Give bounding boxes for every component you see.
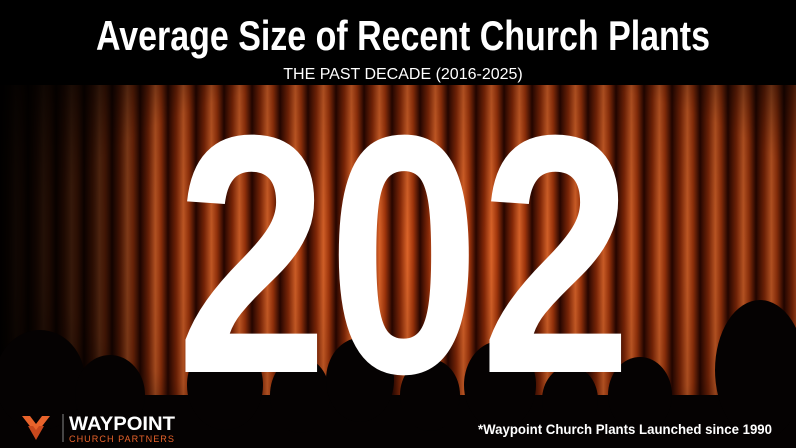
subtitle: THE PAST DECADE (2016-2025) xyxy=(283,66,523,83)
logo-name: WAYPOINT xyxy=(69,414,175,435)
audience-silhouettes xyxy=(0,300,796,448)
header-bar xyxy=(0,0,796,85)
logo-tagline: CHURCH PARTNERS xyxy=(69,434,175,444)
title: Average Size of Recent Church Plants xyxy=(96,12,710,59)
curtain-background xyxy=(0,85,796,448)
logo: WAYPOINT CHURCH PARTNERS xyxy=(22,414,175,444)
big-number: 202 xyxy=(176,65,632,445)
footnote: *Waypoint Church Plants Launched since 1… xyxy=(478,421,772,437)
